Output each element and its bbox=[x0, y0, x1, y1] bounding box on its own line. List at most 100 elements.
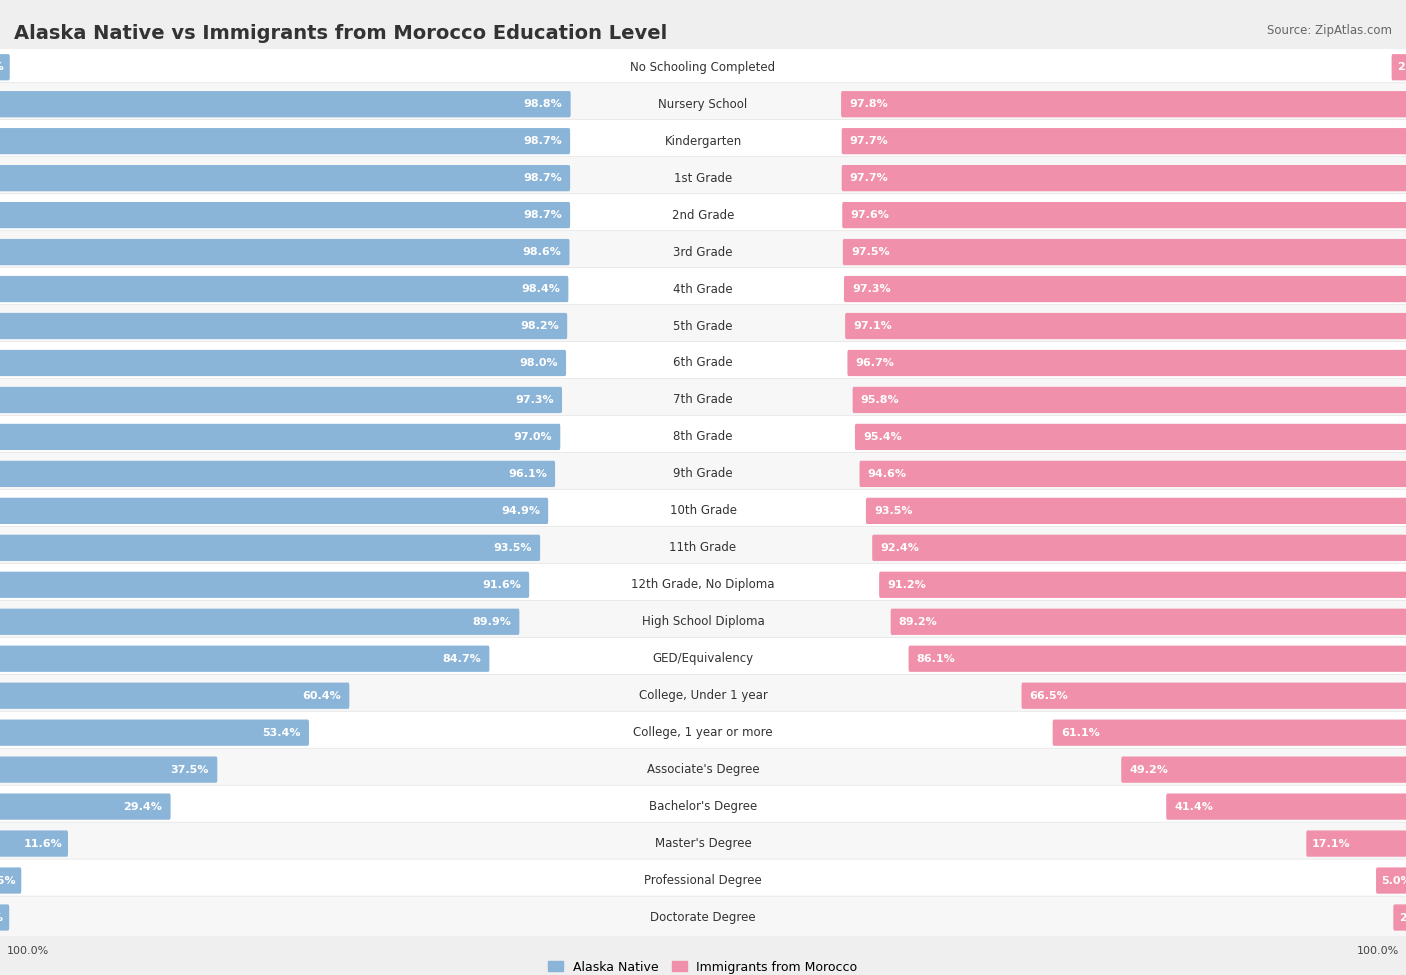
Legend: Alaska Native, Immigrants from Morocco: Alaska Native, Immigrants from Morocco bbox=[543, 956, 863, 975]
FancyBboxPatch shape bbox=[0, 638, 1406, 681]
Text: 1st Grade: 1st Grade bbox=[673, 172, 733, 184]
Text: 100.0%: 100.0% bbox=[7, 946, 49, 956]
Text: 97.3%: 97.3% bbox=[515, 395, 554, 405]
Text: 4th Grade: 4th Grade bbox=[673, 283, 733, 295]
Text: 91.6%: 91.6% bbox=[482, 580, 522, 590]
Text: GED/Equivalency: GED/Equivalency bbox=[652, 652, 754, 665]
FancyBboxPatch shape bbox=[0, 534, 540, 561]
Text: 98.0%: 98.0% bbox=[519, 358, 558, 368]
FancyBboxPatch shape bbox=[0, 91, 571, 117]
Text: 9th Grade: 9th Grade bbox=[673, 467, 733, 481]
Text: 97.3%: 97.3% bbox=[852, 284, 891, 294]
Text: Professional Degree: Professional Degree bbox=[644, 874, 762, 887]
Text: 92.4%: 92.4% bbox=[880, 543, 920, 553]
FancyBboxPatch shape bbox=[1393, 905, 1406, 931]
FancyBboxPatch shape bbox=[1376, 868, 1406, 894]
FancyBboxPatch shape bbox=[0, 675, 1406, 718]
FancyBboxPatch shape bbox=[0, 202, 569, 228]
FancyBboxPatch shape bbox=[842, 165, 1406, 191]
Text: Bachelor's Degree: Bachelor's Degree bbox=[650, 800, 756, 813]
Text: 98.7%: 98.7% bbox=[523, 136, 562, 146]
Text: 6th Grade: 6th Grade bbox=[673, 357, 733, 370]
FancyBboxPatch shape bbox=[0, 868, 21, 894]
Text: 49.2%: 49.2% bbox=[1129, 764, 1168, 775]
Text: 91.2%: 91.2% bbox=[887, 580, 927, 590]
Text: 17.1%: 17.1% bbox=[1312, 838, 1350, 848]
FancyBboxPatch shape bbox=[855, 424, 1406, 450]
FancyBboxPatch shape bbox=[845, 313, 1406, 339]
Text: 97.1%: 97.1% bbox=[853, 321, 891, 332]
FancyBboxPatch shape bbox=[0, 601, 1406, 644]
FancyBboxPatch shape bbox=[0, 341, 1406, 384]
FancyBboxPatch shape bbox=[0, 711, 1406, 754]
FancyBboxPatch shape bbox=[0, 304, 1406, 347]
Text: College, Under 1 year: College, Under 1 year bbox=[638, 689, 768, 702]
Text: 97.7%: 97.7% bbox=[849, 174, 889, 183]
Text: Associate's Degree: Associate's Degree bbox=[647, 763, 759, 776]
Text: 97.7%: 97.7% bbox=[849, 136, 889, 146]
Text: 61.1%: 61.1% bbox=[1060, 727, 1099, 738]
FancyBboxPatch shape bbox=[0, 489, 1406, 532]
Text: 86.1%: 86.1% bbox=[917, 653, 956, 664]
FancyBboxPatch shape bbox=[0, 571, 529, 598]
FancyBboxPatch shape bbox=[0, 794, 170, 820]
FancyBboxPatch shape bbox=[0, 120, 1406, 163]
FancyBboxPatch shape bbox=[0, 194, 1406, 237]
FancyBboxPatch shape bbox=[908, 645, 1406, 672]
FancyBboxPatch shape bbox=[1022, 682, 1406, 709]
FancyBboxPatch shape bbox=[0, 645, 489, 672]
FancyBboxPatch shape bbox=[0, 497, 548, 524]
Text: Doctorate Degree: Doctorate Degree bbox=[650, 911, 756, 924]
FancyBboxPatch shape bbox=[0, 822, 1406, 865]
FancyBboxPatch shape bbox=[842, 202, 1406, 228]
FancyBboxPatch shape bbox=[0, 83, 1406, 126]
FancyBboxPatch shape bbox=[890, 608, 1406, 635]
Text: 8th Grade: 8th Grade bbox=[673, 430, 733, 444]
Text: 94.6%: 94.6% bbox=[868, 469, 907, 479]
FancyBboxPatch shape bbox=[0, 54, 10, 80]
Text: 53.4%: 53.4% bbox=[263, 727, 301, 738]
FancyBboxPatch shape bbox=[0, 276, 568, 302]
FancyBboxPatch shape bbox=[844, 276, 1406, 302]
Text: College, 1 year or more: College, 1 year or more bbox=[633, 726, 773, 739]
Text: 2.3%: 2.3% bbox=[1398, 62, 1406, 72]
Text: 95.8%: 95.8% bbox=[860, 395, 900, 405]
Text: 97.8%: 97.8% bbox=[849, 99, 889, 109]
Text: 98.7%: 98.7% bbox=[523, 174, 562, 183]
Text: 11th Grade: 11th Grade bbox=[669, 541, 737, 555]
Text: 89.2%: 89.2% bbox=[898, 617, 938, 627]
Text: 66.5%: 66.5% bbox=[1029, 690, 1069, 701]
Text: 98.6%: 98.6% bbox=[523, 247, 561, 257]
FancyBboxPatch shape bbox=[0, 720, 309, 746]
Text: 10th Grade: 10th Grade bbox=[669, 504, 737, 518]
FancyBboxPatch shape bbox=[1166, 794, 1406, 820]
FancyBboxPatch shape bbox=[0, 424, 560, 450]
FancyBboxPatch shape bbox=[0, 859, 1406, 902]
Text: 84.7%: 84.7% bbox=[443, 653, 481, 664]
FancyBboxPatch shape bbox=[0, 350, 567, 376]
Text: 29.4%: 29.4% bbox=[124, 801, 163, 811]
Text: 2.0%: 2.0% bbox=[1399, 913, 1406, 922]
FancyBboxPatch shape bbox=[0, 415, 1406, 458]
FancyBboxPatch shape bbox=[0, 748, 1406, 791]
Text: 12th Grade, No Diploma: 12th Grade, No Diploma bbox=[631, 578, 775, 591]
FancyBboxPatch shape bbox=[0, 267, 1406, 310]
Text: 37.5%: 37.5% bbox=[170, 764, 209, 775]
Text: 3.5%: 3.5% bbox=[0, 876, 15, 885]
FancyBboxPatch shape bbox=[0, 387, 562, 413]
Text: 1.5%: 1.5% bbox=[0, 62, 4, 72]
Text: Nursery School: Nursery School bbox=[658, 98, 748, 111]
FancyBboxPatch shape bbox=[0, 239, 569, 265]
Text: Kindergarten: Kindergarten bbox=[665, 135, 741, 147]
FancyBboxPatch shape bbox=[0, 46, 1406, 89]
FancyBboxPatch shape bbox=[852, 387, 1406, 413]
Text: 100.0%: 100.0% bbox=[1357, 946, 1399, 956]
Text: 97.0%: 97.0% bbox=[513, 432, 553, 442]
Text: 96.7%: 96.7% bbox=[856, 358, 894, 368]
Text: High School Diploma: High School Diploma bbox=[641, 615, 765, 628]
FancyBboxPatch shape bbox=[1121, 757, 1406, 783]
Text: 98.7%: 98.7% bbox=[523, 210, 562, 220]
FancyBboxPatch shape bbox=[0, 157, 1406, 200]
FancyBboxPatch shape bbox=[0, 682, 349, 709]
Text: Master's Degree: Master's Degree bbox=[655, 838, 751, 850]
